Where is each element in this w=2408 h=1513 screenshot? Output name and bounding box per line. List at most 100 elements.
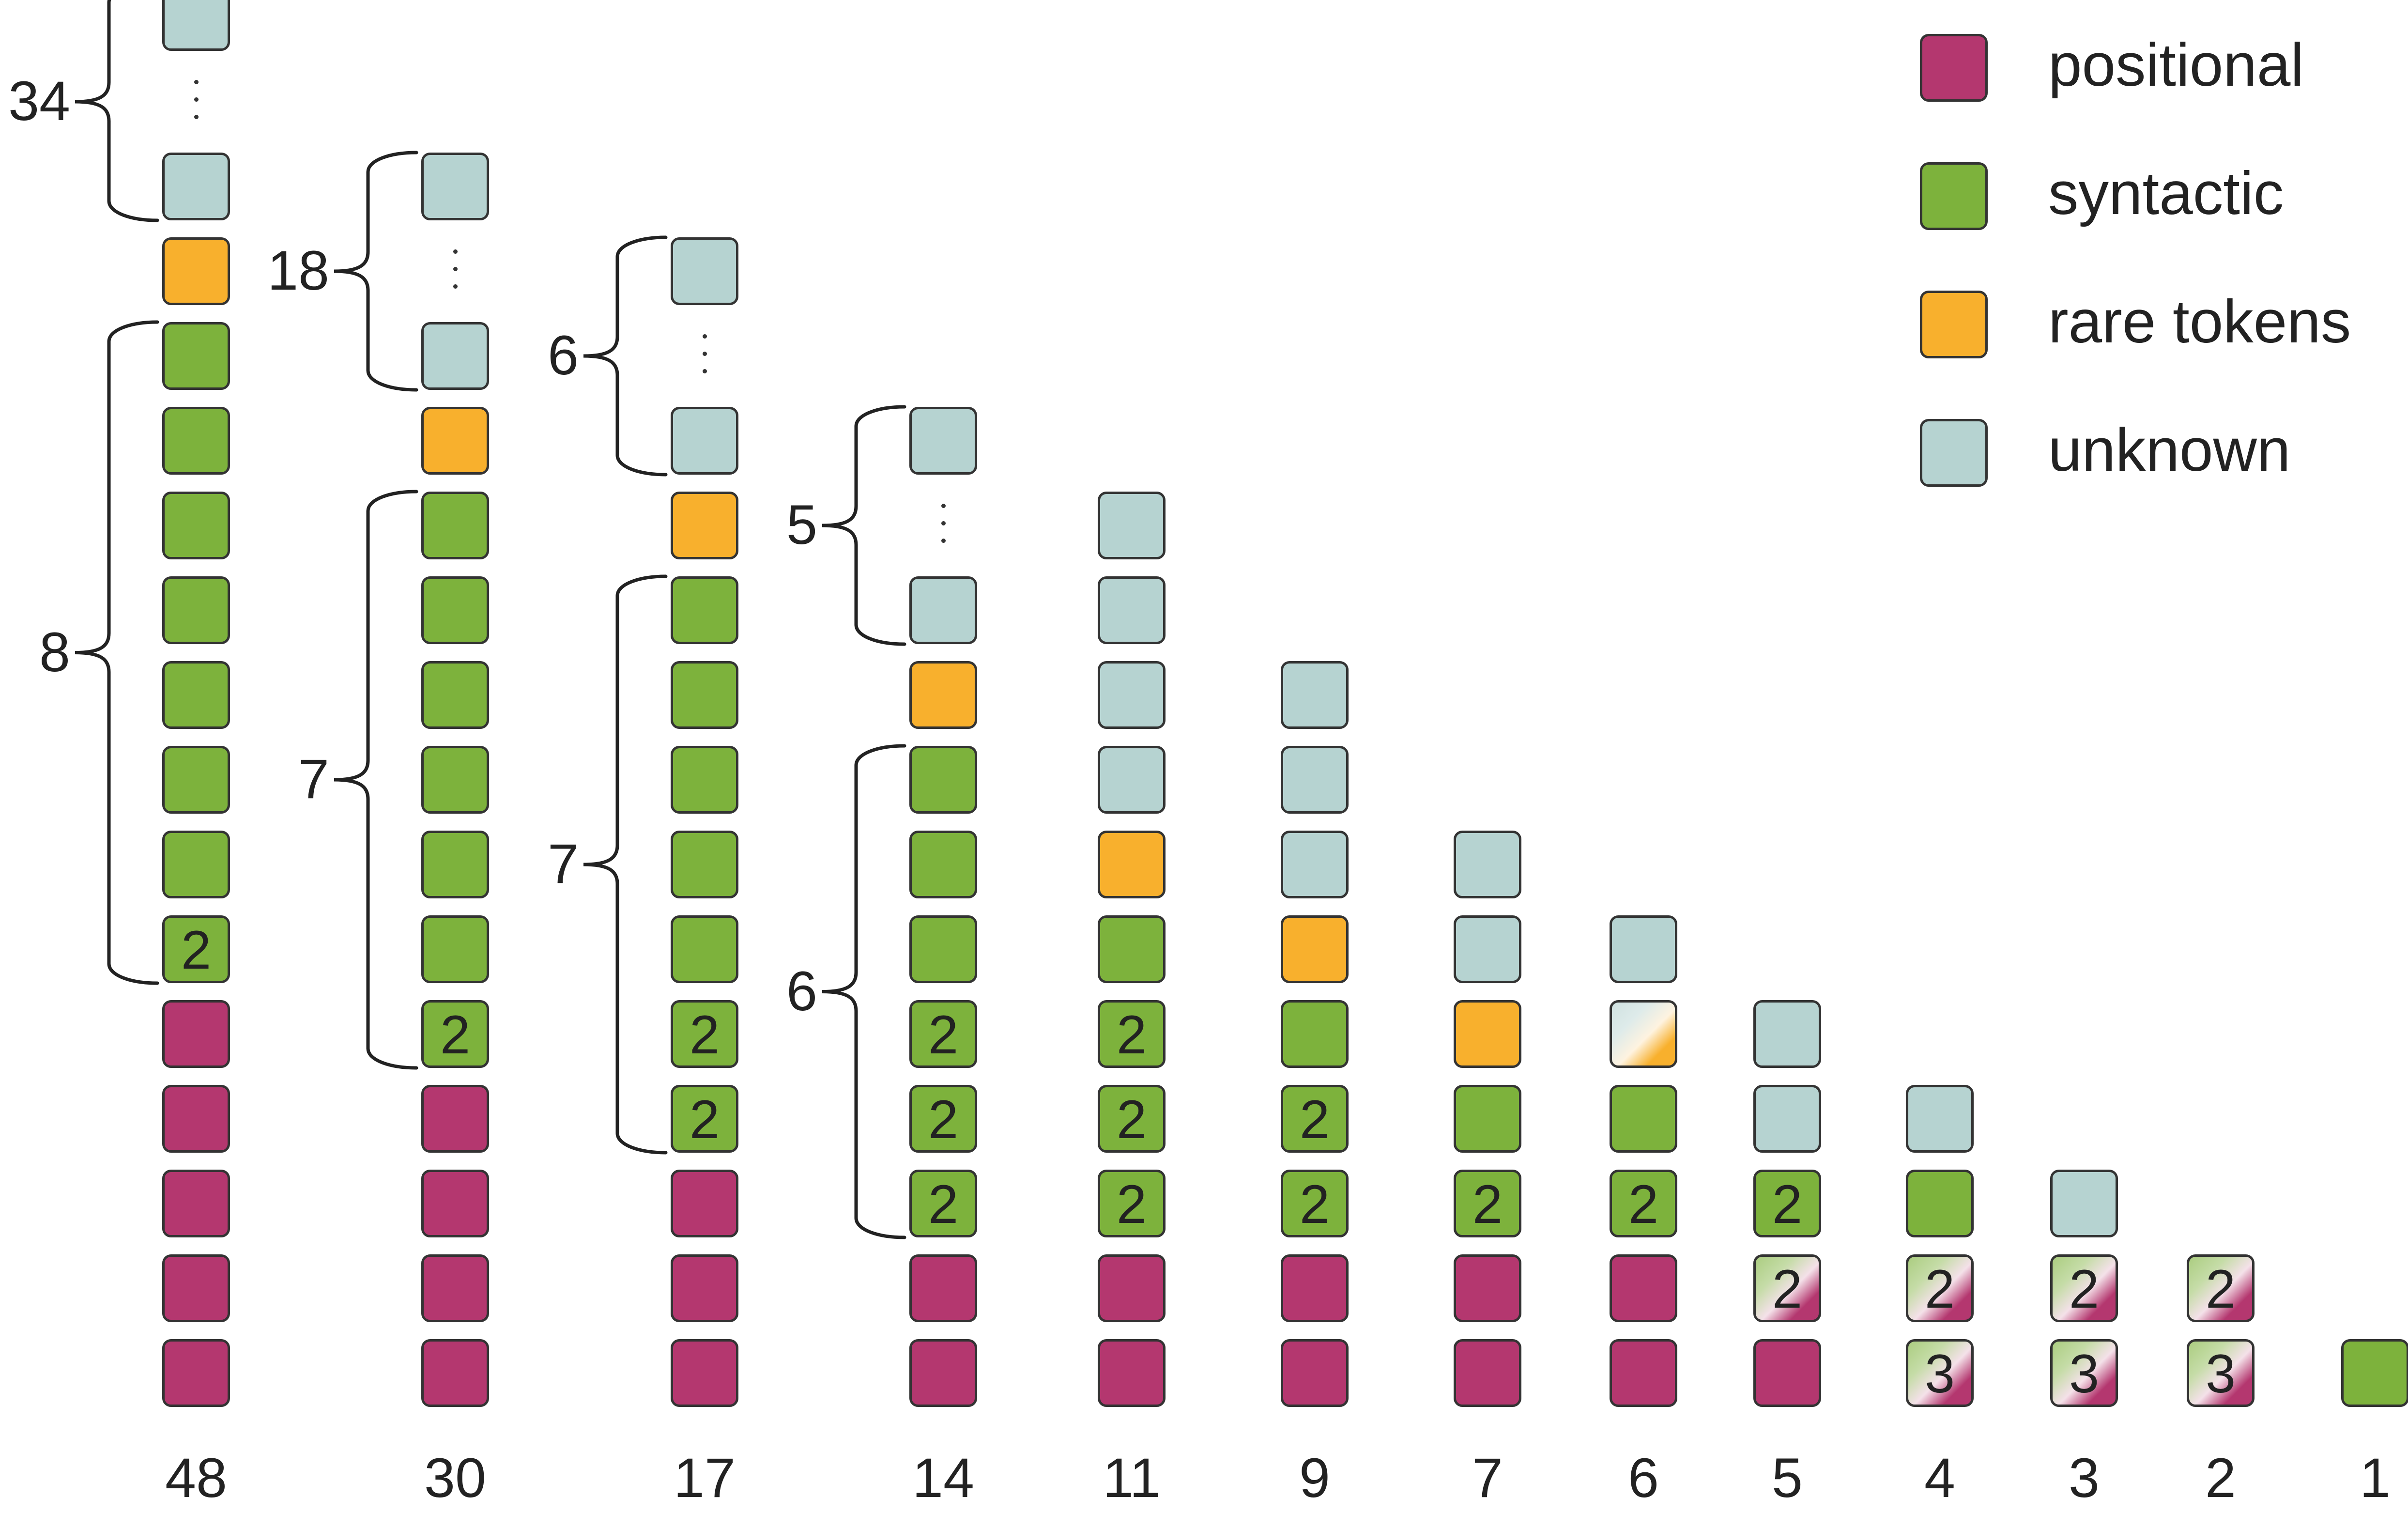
head-square-rare-tokens xyxy=(1281,915,1349,983)
head-square-unknown xyxy=(1281,746,1349,814)
head-square-unknown xyxy=(1454,915,1521,983)
head-square-syntactic: 2 xyxy=(1098,1000,1166,1068)
head-count-label: 2 xyxy=(1772,1259,1803,1319)
head-square-syntactic xyxy=(162,492,230,559)
head-square-syntactic xyxy=(162,322,230,390)
head-square-unknown xyxy=(1753,1085,1821,1153)
column-total-label: 4 xyxy=(1924,1447,1955,1509)
head-square-syntactic xyxy=(671,576,738,644)
head-count-label: 2 xyxy=(928,1089,959,1150)
head-square-syntactic: 2 xyxy=(1098,1170,1166,1237)
head-square-syntactic xyxy=(1098,915,1166,983)
head-square-positional xyxy=(1610,1339,1677,1407)
head-square-unknown xyxy=(162,153,230,220)
head-square-syntactic xyxy=(909,831,977,898)
legend-swatch-syntactic xyxy=(1920,162,1988,230)
head-square-syntactic xyxy=(671,831,738,898)
head-square-syntactic: 2 xyxy=(909,1000,977,1068)
column-total-label: 17 xyxy=(674,1447,736,1509)
head-square-unknown xyxy=(1610,915,1677,983)
brace-count-label: 18 xyxy=(267,240,329,302)
head-count-label: 2 xyxy=(1772,1174,1803,1235)
head-square-syntactic: 2 xyxy=(1753,1170,1821,1237)
legend-swatch-unknown xyxy=(1920,419,1988,487)
head-square-syntactic: 2 xyxy=(1281,1085,1349,1153)
head-square-rare-tokens xyxy=(1454,1000,1521,1068)
head-count-label: 2 xyxy=(689,1089,720,1150)
head-square-positional xyxy=(1454,1254,1521,1322)
head-square-syntactic: 2 xyxy=(1281,1170,1349,1237)
head-square-rare-tokens xyxy=(1098,831,1166,898)
brace-count-label: 7 xyxy=(298,748,329,810)
head-square-positional-syntactic-mix: 2 xyxy=(2187,1254,2255,1322)
head-square-rare-tokens xyxy=(421,407,489,475)
head-square-positional xyxy=(1281,1254,1349,1322)
head-square-unknown xyxy=(1906,1085,1974,1153)
head-square-unknown xyxy=(909,407,977,475)
head-square-unknown xyxy=(1281,831,1349,898)
head-count-label: 2 xyxy=(1299,1174,1330,1235)
group-brace xyxy=(75,320,159,985)
head-square-positional xyxy=(671,1254,738,1322)
legend-label-unknown: unknown xyxy=(2048,417,2291,484)
group-brace xyxy=(583,235,668,477)
head-square-positional-syntactic-mix: 2 xyxy=(2050,1254,2118,1322)
head-square-unknown xyxy=(421,322,489,390)
head-square-positional xyxy=(162,1000,230,1068)
head-count-label: 2 xyxy=(928,1174,959,1235)
head-square-positional xyxy=(1610,1254,1677,1322)
head-square-rare-tokens xyxy=(162,237,230,305)
head-square-syntactic: 2 xyxy=(421,1000,489,1068)
group-brace xyxy=(583,574,668,1155)
head-square-unknown xyxy=(671,407,738,475)
head-square-syntactic: 2 xyxy=(671,1000,738,1068)
head-square-syntactic xyxy=(1281,1000,1349,1068)
head-square-syntactic xyxy=(421,661,489,729)
head-count-label: 2 xyxy=(2205,1259,2236,1319)
column-total-label: 5 xyxy=(1772,1447,1803,1509)
head-count-label: 2 xyxy=(928,1004,959,1065)
head-square-syntactic xyxy=(1610,1085,1677,1153)
head-square-positional xyxy=(421,1254,489,1322)
head-square-positional xyxy=(1098,1339,1166,1407)
head-square-positional xyxy=(162,1254,230,1322)
head-square-positional-syntactic-mix: 3 xyxy=(2050,1339,2118,1407)
head-square-positional-syntactic-mix: 3 xyxy=(2187,1339,2255,1407)
head-square-positional-syntactic-mix: 2 xyxy=(1753,1254,1821,1322)
group-brace xyxy=(334,151,418,392)
head-square-syntactic xyxy=(162,576,230,644)
head-square-positional xyxy=(671,1339,738,1407)
head-square-positional xyxy=(671,1170,738,1237)
head-square-positional xyxy=(421,1339,489,1407)
head-count-label: 2 xyxy=(689,1004,720,1065)
head-square-unknown xyxy=(2050,1170,2118,1237)
column-total-label: 9 xyxy=(1299,1447,1330,1509)
head-square-unknown xyxy=(1098,492,1166,559)
group-brace xyxy=(822,744,906,1239)
brace-count-label: 8 xyxy=(39,621,70,683)
head-square-positional xyxy=(909,1254,977,1322)
ellipsis-dots xyxy=(452,249,458,293)
head-count-label: 2 xyxy=(1924,1259,1955,1319)
head-square-unknown xyxy=(1098,661,1166,729)
head-square-syntactic xyxy=(421,831,489,898)
head-square-rare-tokens-unknown-mix xyxy=(1610,1000,1677,1068)
head-square-positional xyxy=(1753,1339,1821,1407)
head-square-positional xyxy=(1098,1254,1166,1322)
column-total-label: 1 xyxy=(2360,1447,2391,1509)
head-square-syntactic xyxy=(909,915,977,983)
legend-label-positional: positional xyxy=(2048,31,2304,99)
brace-count-label: 5 xyxy=(786,494,817,556)
column-total-label: 14 xyxy=(912,1447,974,1509)
head-square-rare-tokens xyxy=(909,661,977,729)
brace-count-label: 7 xyxy=(548,833,579,895)
ellipsis-dots xyxy=(193,80,199,124)
head-square-syntactic: 2 xyxy=(909,1085,977,1153)
head-square-syntactic xyxy=(1906,1170,1974,1237)
head-square-syntactic xyxy=(671,915,738,983)
column-total-label: 48 xyxy=(165,1447,227,1509)
head-square-syntactic xyxy=(421,492,489,559)
head-count-label: 2 xyxy=(1116,1004,1147,1065)
